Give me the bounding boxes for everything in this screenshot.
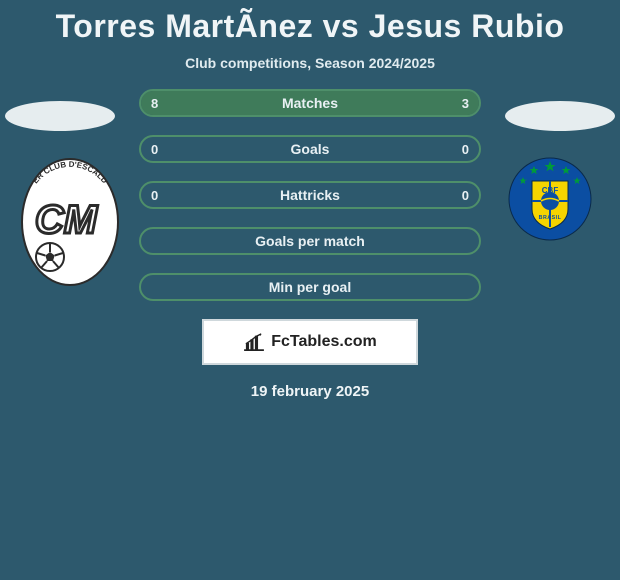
stat-row: 0 0Hattricks (139, 181, 481, 209)
stat-row: 83Matches (139, 89, 481, 117)
comparison-area: ER CLUB D'ESCALD CM (0, 89, 620, 400)
stat-left-value: 8 (151, 96, 158, 111)
svg-text:CM: CM (35, 198, 99, 242)
stat-right-value: 0 (462, 142, 469, 157)
club-crest-left: ER CLUB D'ESCALD CM (20, 157, 120, 287)
date-text: 19 february 2025 (0, 383, 620, 400)
stat-label: Min per goal (141, 279, 479, 295)
stat-row: Goals per match (139, 227, 481, 255)
stat-label: Goals per match (141, 233, 479, 249)
stat-right-value: 3 (462, 96, 469, 111)
branding-box: FcTables.com (202, 319, 418, 365)
club-crest-right: CBF BRASIL (508, 157, 592, 241)
stat-left-value: 0 (151, 142, 158, 157)
svg-text:CBF: CBF (542, 186, 559, 195)
stat-row: Min per goal (139, 273, 481, 301)
shield-icon: ER CLUB D'ESCALD CM (20, 157, 120, 287)
page-title: Torres MartÃnez vs Jesus Rubio (0, 0, 620, 45)
svg-text:BRASIL: BRASIL (539, 215, 562, 221)
stat-row: 0 0Goals (139, 135, 481, 163)
federation-badge-icon: CBF BRASIL (508, 157, 592, 241)
stat-label: Hattricks (141, 187, 479, 203)
player-left-halo (5, 101, 115, 131)
stat-right-value: 0 (462, 188, 469, 203)
stat-fill-left (141, 91, 387, 115)
stat-left-value: 0 (151, 188, 158, 203)
stat-label: Goals (141, 141, 479, 157)
player-right-halo (505, 101, 615, 131)
branding-text: FcTables.com (271, 333, 377, 351)
bar-chart-icon (243, 333, 265, 351)
stat-rows: 83Matches00Goals00HattricksGoals per mat… (139, 89, 481, 301)
subtitle: Club competitions, Season 2024/2025 (0, 55, 620, 71)
